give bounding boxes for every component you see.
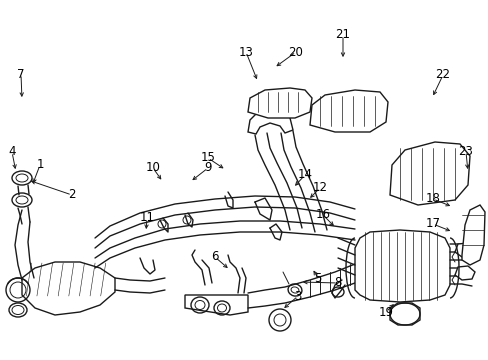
Polygon shape (184, 295, 247, 315)
Polygon shape (389, 142, 469, 205)
Text: 20: 20 (288, 45, 303, 58)
Text: 7: 7 (17, 68, 25, 81)
Polygon shape (247, 88, 311, 118)
Text: 15: 15 (200, 152, 215, 165)
Text: 8: 8 (334, 276, 341, 289)
Polygon shape (454, 243, 474, 257)
Text: 4: 4 (8, 145, 16, 158)
Text: 9: 9 (204, 162, 211, 175)
Text: 18: 18 (425, 193, 440, 206)
Text: 6: 6 (211, 251, 218, 264)
Text: 3: 3 (294, 289, 301, 302)
Polygon shape (22, 262, 115, 315)
Text: 21: 21 (335, 28, 350, 41)
Text: 2: 2 (68, 189, 76, 202)
Text: 17: 17 (425, 217, 440, 230)
Text: 5: 5 (314, 271, 321, 284)
Text: 22: 22 (435, 68, 449, 81)
Polygon shape (454, 266, 474, 280)
Text: 11: 11 (139, 211, 154, 225)
Text: 14: 14 (297, 168, 312, 181)
Text: 23: 23 (458, 145, 472, 158)
Text: 12: 12 (312, 181, 327, 194)
Polygon shape (389, 303, 419, 325)
Polygon shape (309, 90, 387, 132)
Text: 1: 1 (36, 158, 43, 171)
Text: 16: 16 (315, 208, 330, 221)
Text: 13: 13 (238, 45, 253, 58)
Polygon shape (247, 108, 292, 134)
Text: 19: 19 (378, 306, 393, 319)
Polygon shape (461, 205, 484, 265)
Polygon shape (354, 230, 449, 302)
Text: 10: 10 (145, 162, 160, 175)
